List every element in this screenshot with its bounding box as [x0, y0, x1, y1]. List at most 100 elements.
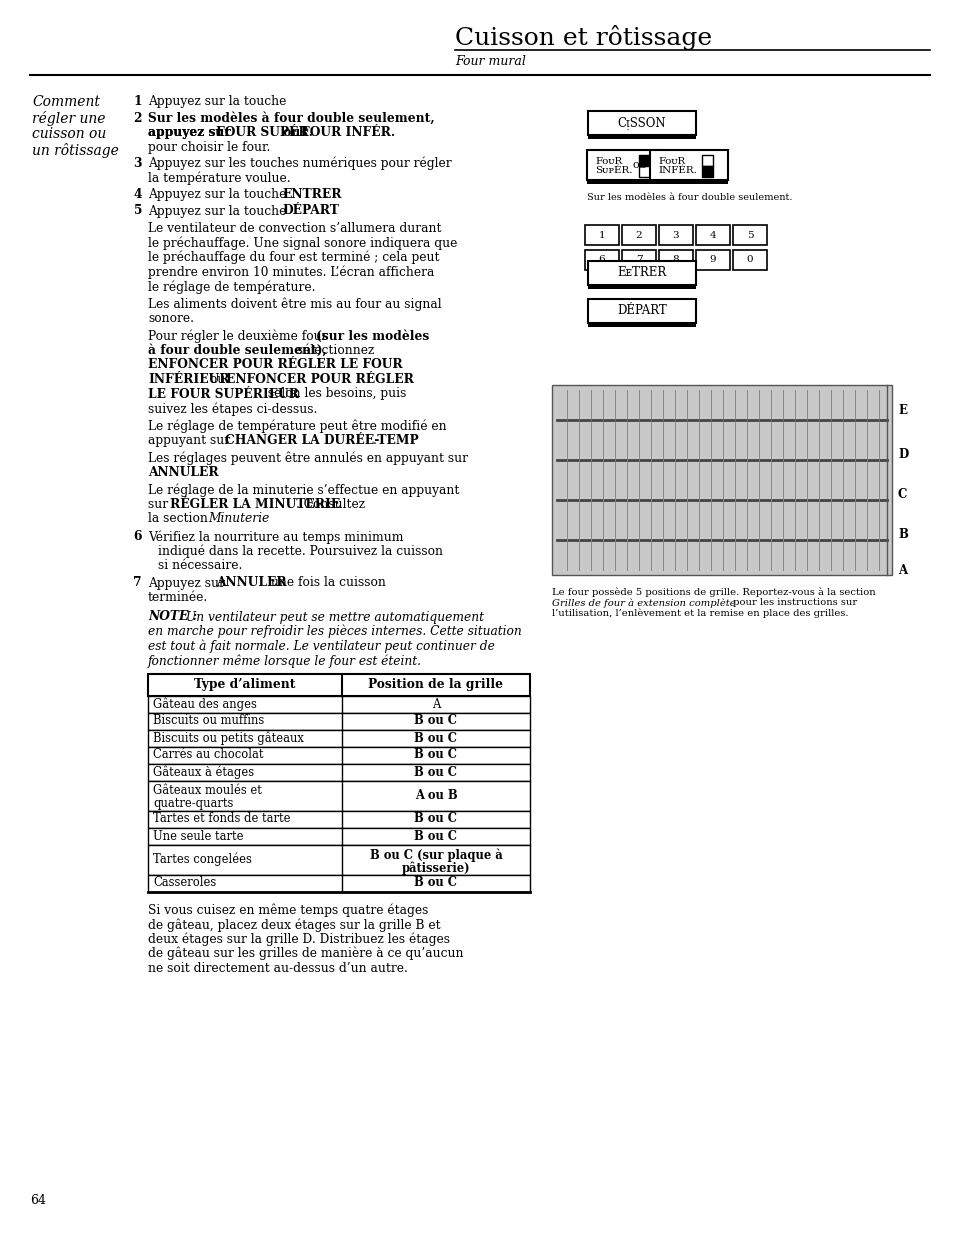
Bar [148, 845, 530, 874]
Text: ou: ou [632, 161, 645, 170]
Text: E: E [897, 404, 906, 416]
Bar [587, 261, 696, 285]
Text: si nécessaire.: si nécessaire. [158, 559, 242, 572]
Bar [587, 111, 696, 135]
Text: ENFONCER POUR RÉGLER LE FOUR: ENFONCER POUR RÉGLER LE FOUR [148, 358, 402, 372]
Bar [621, 249, 656, 270]
Text: Appuyez sur les touches numériques pour régler: Appuyez sur les touches numériques pour … [148, 157, 451, 170]
Text: ou: ou [278, 126, 304, 140]
Text: B ou C: B ou C [414, 715, 457, 727]
Text: ENFONCER POUR RÉGLER: ENFONCER POUR RÉGLER [226, 373, 414, 387]
Text: régler une: régler une [32, 111, 106, 126]
Text: l’utilisation, l’enlèvement et la remise en place des grilles.: l’utilisation, l’enlèvement et la remise… [552, 609, 847, 619]
Bar [649, 180, 727, 184]
Text: quatre-quarts: quatre-quarts [152, 798, 233, 810]
Text: 1: 1 [598, 231, 604, 240]
Text: Position de la grille: Position de la grille [368, 678, 503, 692]
Text: 7: 7 [133, 577, 142, 589]
Text: cuisson ou: cuisson ou [32, 127, 106, 141]
Text: 4: 4 [709, 231, 716, 240]
Text: fonctionner même lorsque le four est éteint.: fonctionner même lorsque le four est éte… [148, 655, 421, 667]
Text: est tout à fait normale. Le ventilateur peut continuer de: est tout à fait normale. Le ventilateur … [148, 640, 495, 653]
Text: Les aliments doivent être mis au four au signal: Les aliments doivent être mis au four au… [148, 298, 441, 311]
Text: 6: 6 [598, 256, 604, 264]
Bar [584, 225, 618, 245]
Text: 4: 4 [133, 188, 142, 201]
Text: 3: 3 [133, 157, 142, 170]
Text: Appuyez sur la touche: Appuyez sur la touche [148, 205, 290, 217]
Text: Appuyez sur la touche: Appuyez sur la touche [148, 95, 290, 107]
Text: Le réglage de température peut être modifié en: Le réglage de température peut être modi… [148, 420, 446, 433]
Text: .: . [325, 188, 329, 201]
Text: D: D [897, 448, 907, 462]
Bar [148, 874, 530, 892]
Bar [639, 165, 649, 177]
Text: pâtisserie): pâtisserie) [401, 862, 470, 876]
Text: Une seule tarte: Une seule tarte [152, 830, 243, 842]
Text: prendre environ 10 minutes. L’écran affichera: prendre environ 10 minutes. L’écran affi… [148, 266, 434, 279]
Text: B ou C: B ou C [414, 766, 457, 778]
Text: B ou C: B ou C [414, 877, 457, 889]
Text: Gâteaux moulés et: Gâteaux moulés et [152, 784, 262, 798]
Text: (sur les modèles: (sur les modèles [315, 330, 429, 342]
Text: le préchauffage. Une signal sonore indiquera que: le préchauffage. Une signal sonore indiq… [148, 236, 456, 249]
Text: ou: ou [206, 373, 229, 387]
Text: en marche pour refroidir les pièces internes. Cette situation: en marche pour refroidir les pièces inte… [148, 625, 521, 638]
Text: terminée.: terminée. [148, 592, 208, 604]
Text: Gâteaux à étages: Gâteaux à étages [152, 766, 253, 779]
Text: Appuyez sur la touche: Appuyez sur la touche [148, 188, 290, 201]
Text: le réglage de température.: le réglage de température. [148, 280, 315, 294]
Text: 1: 1 [133, 95, 142, 107]
Bar [148, 746, 530, 763]
Text: ne soit directement au-dessus d’un autre.: ne soit directement au-dessus d’un autre… [148, 962, 408, 974]
Text: 6: 6 [133, 530, 142, 543]
Text: 8: 8 [672, 256, 679, 264]
Text: appuyez sur: appuyez sur [148, 126, 234, 140]
Text: B ou C: B ou C [414, 748, 457, 762]
Bar [659, 249, 692, 270]
Bar [659, 225, 692, 245]
Text: Les réglages peuvent être annulés en appuyant sur: Les réglages peuvent être annulés en app… [148, 452, 468, 466]
Text: Minuterie: Minuterie [208, 513, 269, 526]
Text: ANNULER: ANNULER [148, 466, 218, 479]
Text: Four mural: Four mural [455, 56, 525, 68]
Bar [696, 225, 729, 245]
Text: 3: 3 [672, 231, 679, 240]
Bar [148, 730, 530, 746]
Text: SᴜᴘÉR.: SᴜᴘÉR. [595, 165, 632, 175]
Bar [148, 810, 530, 827]
Text: .: . [257, 513, 262, 526]
Text: deux étages sur la grille D. Distribuez les étages: deux étages sur la grille D. Distribuez … [148, 932, 450, 946]
Text: Appuyez sur: Appuyez sur [148, 577, 229, 589]
Text: 0: 0 [746, 256, 753, 264]
Bar [148, 673, 530, 695]
Bar [701, 165, 712, 177]
Bar [148, 781, 530, 810]
Text: une fois la cuisson: une fois la cuisson [267, 577, 385, 589]
Text: Sur les modèles à four double seulement,: Sur les modèles à four double seulement, [148, 111, 435, 125]
Text: Grilles de four à extension complète: Grilles de four à extension complète [552, 598, 735, 608]
Text: A: A [432, 698, 439, 710]
Text: appuyez sur: appuyez sur [148, 126, 234, 140]
Text: indiqué dans la recette. Poursuivez la cuisson: indiqué dans la recette. Poursuivez la c… [158, 545, 442, 558]
Bar [148, 827, 530, 845]
Bar [148, 695, 530, 713]
Bar [586, 149, 664, 180]
Text: CHANGER LA DURÉE-TEMP: CHANGER LA DURÉE-TEMP [225, 433, 418, 447]
Text: 9: 9 [709, 256, 716, 264]
Text: B ou C: B ou C [414, 830, 457, 842]
Text: le préchauffage du four est terminé ; cela peut: le préchauffage du four est terminé ; ce… [148, 251, 439, 264]
Text: FᴏᴜR: FᴏᴜR [595, 157, 621, 165]
Text: B ou C: B ou C [414, 813, 457, 825]
Text: 5: 5 [746, 231, 753, 240]
Text: suivez les étapes ci-dessus.: suivez les étapes ci-dessus. [148, 403, 317, 415]
Text: C: C [897, 489, 906, 501]
Text: .: . [373, 433, 376, 447]
Text: B ou C: B ou C [414, 731, 457, 745]
Bar [649, 149, 727, 180]
Text: selon les besoins, puis: selon les besoins, puis [264, 388, 406, 400]
Text: A ou B: A ou B [415, 789, 456, 802]
Text: FOUR INFÉR.: FOUR INFÉR. [301, 126, 395, 140]
Text: FOUR SUPÉR.: FOUR SUPÉR. [215, 126, 313, 140]
Text: Sur les modèles à four double seulement.: Sur les modèles à four double seulement. [586, 193, 792, 203]
